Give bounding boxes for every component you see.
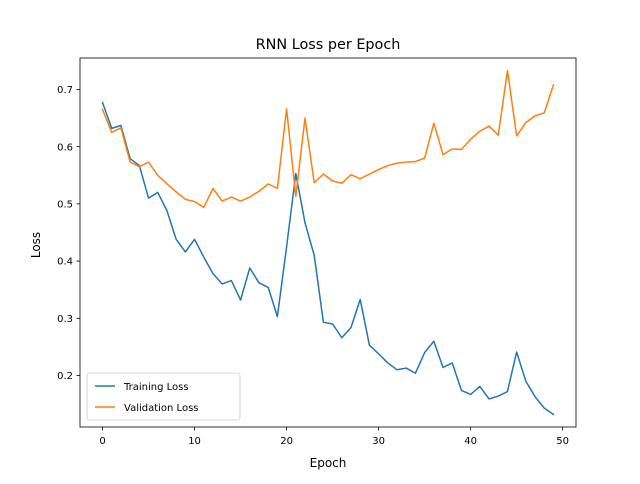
series-line-training-loss [101, 101, 555, 416]
x-tick-label: 40 [464, 436, 477, 447]
legend: Training Loss Validation Loss [86, 372, 241, 421]
x-tick-label: 30 [372, 436, 385, 447]
y-tick-label: 0.3 [57, 314, 73, 325]
legend-label-validation-loss: Validation Loss [124, 403, 199, 414]
y-tick-label: 0.7 [57, 85, 73, 96]
y-tick-label: 0.5 [57, 199, 73, 210]
y-tick-label: 0.2 [57, 371, 73, 382]
x-axis-label: Epoch [310, 456, 347, 470]
legend-box [86, 372, 241, 421]
chart-title: RNN Loss per Epoch [256, 37, 401, 53]
axes: 0 10 20 30 40 50 0.2 0.3 0.4 0.5 0.6 0.7 [57, 57, 577, 447]
x-tick-label: 50 [556, 436, 569, 447]
y-tick-label: 0.6 [57, 142, 73, 153]
legend-label-training-loss: Training Loss [123, 382, 189, 393]
series-line-validation-loss [101, 69, 555, 209]
y-tick-label: 0.4 [57, 257, 73, 268]
x-tick-label: 0 [99, 436, 105, 447]
y-axis-label: Loss [29, 232, 43, 258]
x-tick-label: 10 [188, 436, 201, 447]
plot-area [101, 69, 555, 416]
x-tick-label: 20 [280, 436, 293, 447]
axes-frame [79, 57, 577, 428]
